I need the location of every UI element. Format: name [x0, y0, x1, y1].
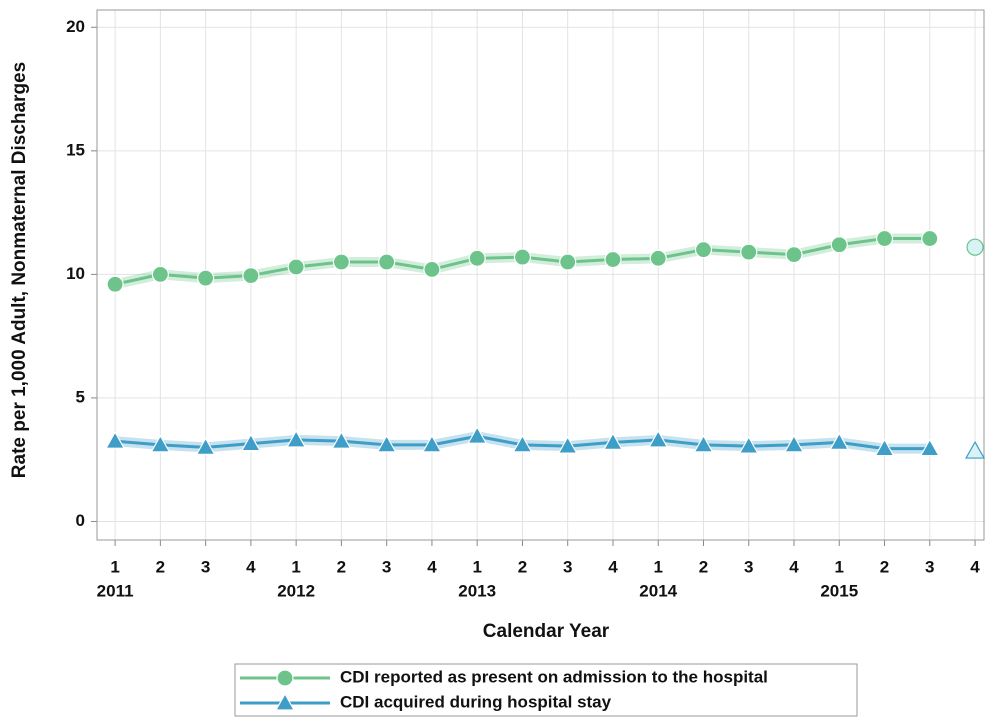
legend-label: CDI acquired during hospital stay [340, 692, 612, 711]
data-point [966, 238, 984, 256]
x-tick-label: 1 [291, 557, 300, 576]
x-axis-title: Calendar Year [483, 621, 610, 642]
x-tick-label: 4 [970, 557, 980, 576]
x-tick-label: 1 [653, 557, 662, 576]
legend-box [234, 663, 858, 717]
x-tick-label: 4 [608, 557, 618, 576]
data-point [693, 434, 714, 453]
legend-label: CDI reported as present on admission to … [340, 667, 768, 686]
data-point [512, 434, 533, 453]
x-tick-label: 2 [518, 557, 527, 576]
data-point [467, 426, 488, 444]
x-tick-label: 3 [744, 557, 753, 576]
x-tick-label: 1 [110, 557, 119, 576]
data-point [919, 438, 940, 457]
data-point [332, 253, 351, 271]
data-point [105, 430, 126, 449]
data-point [242, 267, 260, 285]
data-point [783, 434, 805, 453]
data-point [106, 275, 124, 293]
y-axis-title: Rate per 1,000 Adult, Nonmaternal Discha… [9, 62, 30, 478]
data-point [195, 437, 216, 455]
data-point [197, 269, 215, 287]
data-point [874, 438, 895, 457]
y-tick-label: 15 [66, 140, 85, 159]
data-point [649, 249, 667, 267]
year-label: 2012 [277, 581, 315, 600]
y-tick-label: 0 [76, 511, 85, 530]
data-point [423, 260, 441, 279]
x-tick-label: 4 [427, 557, 437, 576]
plot-frame [96, 9, 985, 541]
data-point [694, 241, 713, 259]
data-point [331, 430, 352, 449]
year-label: 2014 [639, 581, 677, 600]
data-point [557, 435, 578, 454]
data-point [602, 432, 623, 451]
x-tick-label: 1 [472, 557, 481, 576]
x-tick-label: 2 [337, 557, 346, 576]
data-point [240, 433, 261, 452]
legend-marker [276, 669, 294, 687]
x-tick-label: 4 [789, 557, 799, 576]
data-point [151, 265, 169, 283]
data-point [740, 243, 758, 261]
data-point [785, 246, 803, 264]
y-tick-label: 10 [66, 264, 85, 283]
data-point [604, 250, 622, 269]
x-tick-label: 4 [246, 557, 256, 576]
year-label: 2011 [97, 581, 134, 600]
data-point [468, 249, 486, 267]
x-tick-label: 3 [563, 557, 572, 576]
data-point [921, 229, 939, 248]
data-point [513, 248, 532, 266]
data-point [648, 429, 669, 448]
x-tick-label: 2 [880, 557, 889, 576]
x-tick-label: 1 [835, 557, 844, 576]
x-tick-label: 3 [201, 557, 210, 576]
year-label: 2015 [820, 581, 858, 600]
y-tick-label: 20 [66, 17, 85, 36]
data-point [965, 440, 985, 459]
legend-marker [274, 692, 296, 711]
x-tick-label: 3 [382, 557, 391, 576]
data-point [150, 434, 171, 453]
data-point [559, 253, 577, 271]
data-point [378, 253, 396, 271]
data-point [738, 435, 759, 454]
data-point [286, 429, 307, 448]
data-point [829, 432, 850, 451]
data-point [875, 229, 894, 248]
x-tick-label: 3 [925, 557, 934, 576]
y-tick-label: 5 [76, 387, 85, 406]
x-tick-label: 2 [156, 557, 165, 576]
data-point [421, 434, 442, 453]
data-point [830, 236, 848, 254]
data-point [287, 258, 305, 276]
x-tick-label: 2 [699, 557, 708, 576]
year-label: 2013 [458, 581, 496, 600]
data-point [376, 434, 397, 453]
